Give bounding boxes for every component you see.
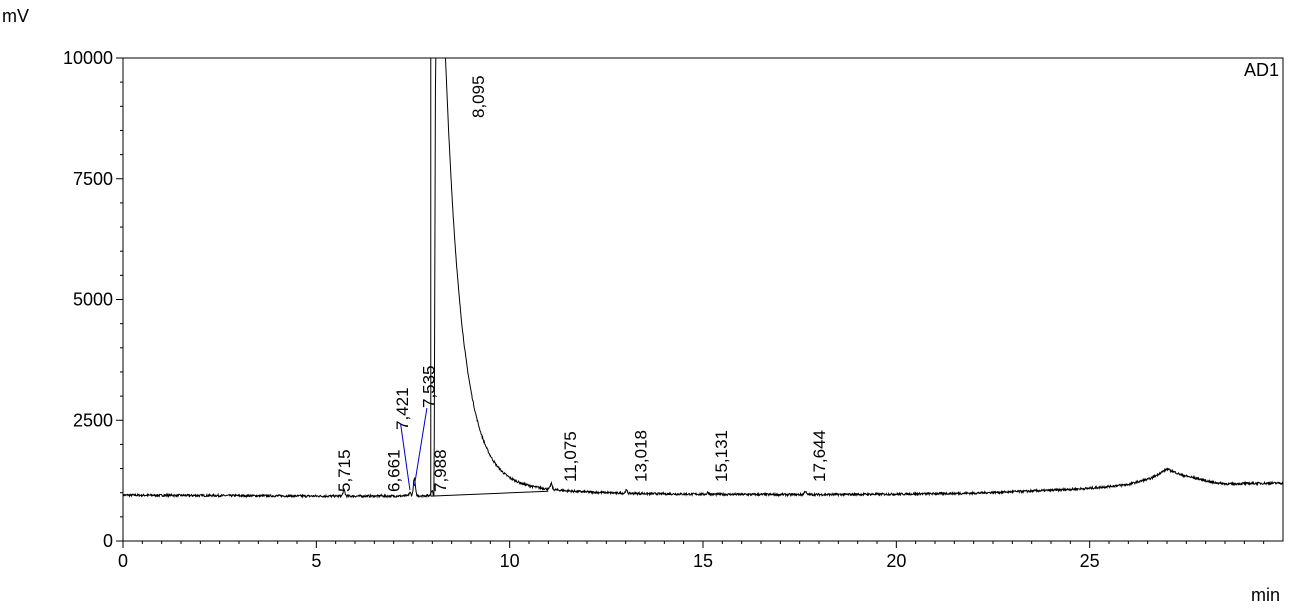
x-tick-label: 15 [693, 551, 713, 571]
peak-leader-line [413, 407, 428, 487]
y-tick-label: 5000 [73, 290, 113, 310]
signal-layer [122, 57, 1284, 499]
peak-label: 11,075 [561, 431, 580, 482]
y-tick-label: 10000 [63, 48, 113, 68]
y-tick-label: 7500 [73, 169, 113, 189]
detector-label: AD1 [1244, 60, 1279, 80]
peak-label: 6,661 [384, 449, 403, 492]
x-tick-label: 10 [500, 551, 520, 571]
x-tick-label: 5 [311, 551, 321, 571]
labels-layer: 5,715 6,661 7,421 7,535 7,988 8,095 11,075 13,0… [335, 75, 829, 492]
chromatogram-trace [122, 57, 1284, 499]
peak-label: 17,644 [810, 430, 829, 482]
y-tick-label: 2500 [73, 410, 113, 430]
y-axis-unit: mV [2, 6, 29, 26]
peak-label: 13,018 [631, 430, 650, 482]
peak-leader-line [400, 423, 411, 491]
peak-label: 5,715 [335, 449, 354, 492]
peak-label: 7,421 [393, 387, 412, 430]
x-axis-unit: min [1251, 585, 1280, 605]
ticks-layer: 0 5 10 15 20 25 0 2500 5000 7500 10000 [63, 48, 1265, 571]
plot-frame [122, 57, 1284, 542]
x-tick-label: 0 [118, 551, 128, 571]
y-tick-label: 0 [103, 531, 113, 551]
x-tick-label: 25 [1080, 551, 1100, 571]
integration-baseline [430, 490, 549, 497]
peak-label: 7,988 [431, 449, 450, 492]
x-tick-label: 20 [886, 551, 906, 571]
peak-label: 7,535 [419, 365, 438, 408]
peak-label: 15,131 [712, 430, 731, 482]
peak-label: 8,095 [469, 75, 488, 118]
